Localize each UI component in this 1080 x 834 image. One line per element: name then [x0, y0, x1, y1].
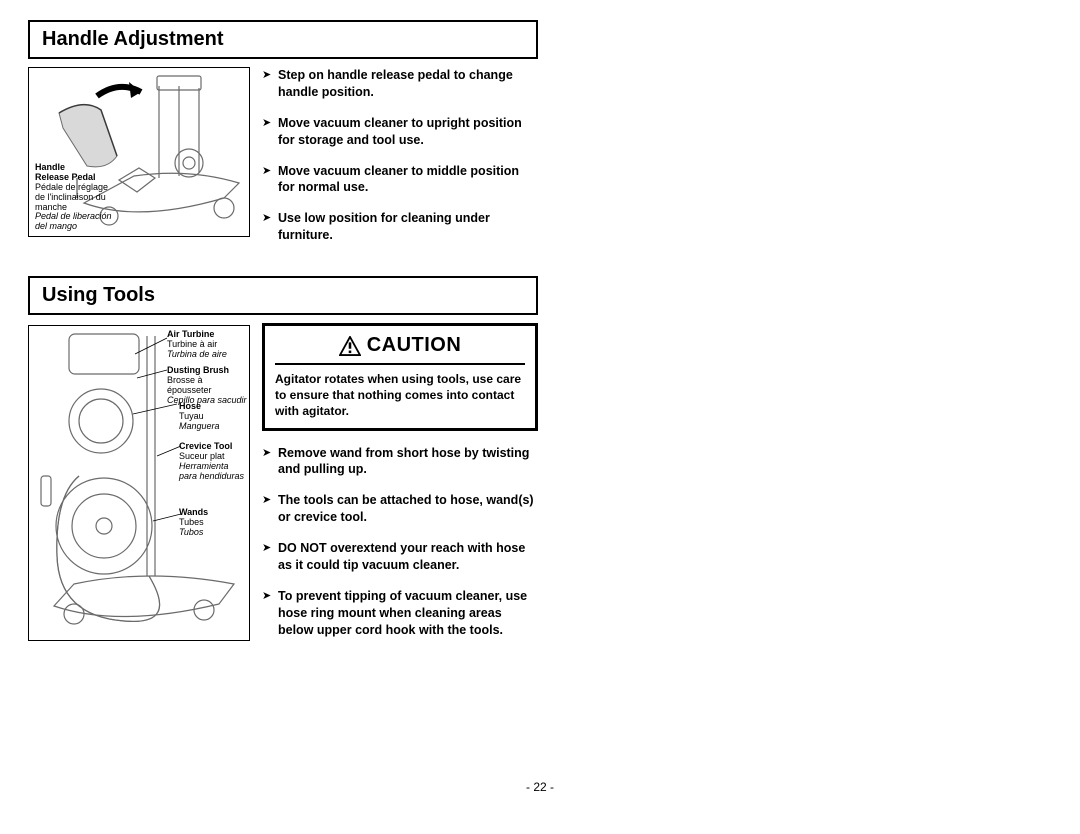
bullet-text: To prevent tipping of vacuum cleaner, us… — [278, 588, 538, 639]
caution-word: CAUTION — [367, 332, 462, 359]
instructions-handle-adjustment: ➤Step on handle release pedal to change … — [262, 67, 538, 258]
label-handle-release-pedal: Handle Release Pedal Pédale de réglage d… — [35, 163, 135, 232]
bullet-text: Move vacuum cleaner to middle position f… — [278, 163, 538, 197]
bullet-arrow-icon: ➤ — [262, 163, 278, 197]
caution-box: CAUTION Agitator rotates when using tool… — [262, 323, 538, 431]
bullet-arrow-icon: ➤ — [262, 588, 278, 639]
instructions-using-tools: CAUTION Agitator rotates when using tool… — [262, 323, 538, 652]
label-hose: Hose Tuyau Manguera — [179, 402, 220, 432]
bullet-arrow-icon: ➤ — [262, 445, 278, 479]
warning-icon — [339, 336, 361, 356]
bullet-text: Step on handle release pedal to change h… — [278, 67, 538, 101]
bullet-arrow-icon: ➤ — [262, 540, 278, 574]
label-dusting-brush: Dusting Brush Brosse à épousseter Cepill… — [167, 366, 249, 406]
page-number: - 22 - — [0, 780, 1080, 794]
section-title-using-tools: Using Tools — [28, 276, 538, 315]
bullet-arrow-icon: ➤ — [262, 115, 278, 149]
bullet-text: Use low position for cleaning under furn… — [278, 210, 538, 244]
label-air-turbine: Air Turbine Turbine à air Turbina de air… — [167, 330, 227, 360]
caution-body: Agitator rotates when using tools, use c… — [275, 371, 525, 420]
bullet-arrow-icon: ➤ — [262, 492, 278, 526]
bullet-text: Move vacuum cleaner to upright position … — [278, 115, 538, 149]
diagram-using-tools: Air Turbine Turbine à air Turbina de air… — [28, 325, 250, 641]
label-crevice-tool: Crevice Tool Suceur plat Herramienta par… — [179, 442, 244, 482]
bullet-arrow-icon: ➤ — [262, 210, 278, 244]
bullet-arrow-icon: ➤ — [262, 67, 278, 101]
bullet-text: DO NOT overextend your reach with hose a… — [278, 540, 538, 574]
bullet-text: Remove wand from short hose by twisting … — [278, 445, 538, 479]
label-wands: Wands Tubes Tubos — [179, 508, 208, 538]
section-title-handle-adjustment: Handle Adjustment — [28, 20, 538, 59]
diagram-handle-adjustment: Handle Release Pedal Pédale de réglage d… — [28, 67, 250, 237]
bullet-text: The tools can be attached to hose, wand(… — [278, 492, 538, 526]
